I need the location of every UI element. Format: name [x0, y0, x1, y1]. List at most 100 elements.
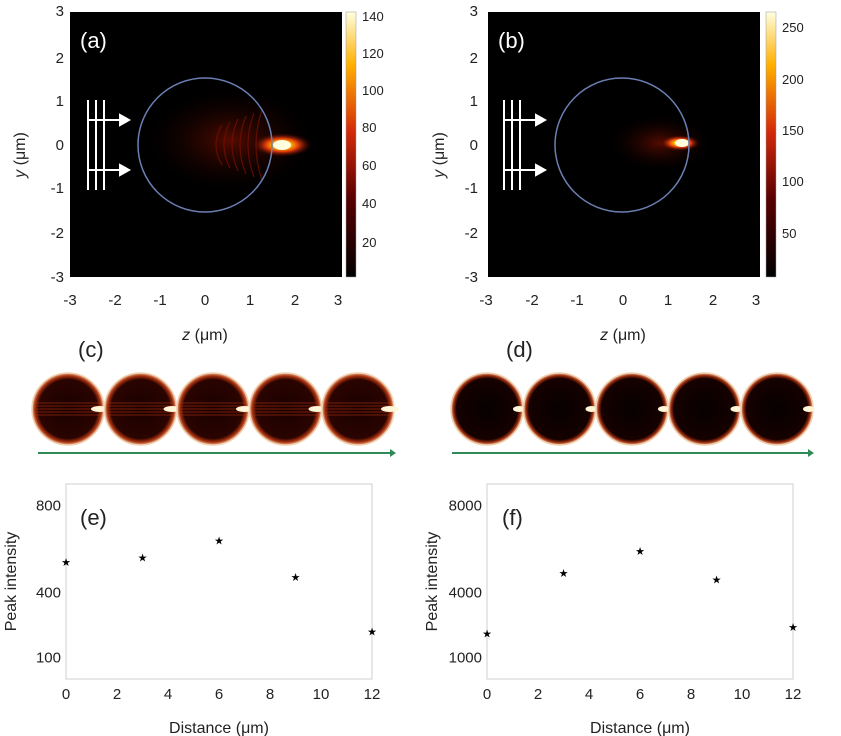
focus-core-b — [675, 139, 689, 147]
x-tick: 12 — [364, 686, 381, 703]
x-axis-label: Distance (μm) — [169, 720, 269, 736]
focal-hotspot — [658, 406, 670, 412]
scatter-plot-e: 0 2 4 6 8 10 12 800 400 100 Distance (μm) Peak inte… — [3, 483, 381, 736]
colorbar-tick: 200 — [782, 72, 804, 87]
x-axis-label: Distance (μm) — [590, 720, 690, 736]
colorbar-tick: 150 — [782, 123, 804, 138]
x-tick: -2 — [525, 292, 538, 309]
x-tick: 4 — [585, 686, 593, 703]
x-tick: -2 — [108, 292, 121, 309]
sphere-outline-a — [137, 77, 273, 213]
x-tick: 6 — [215, 686, 223, 703]
x-tick: 4 — [164, 686, 172, 703]
x-tick: 8 — [266, 686, 274, 703]
x-ticks-b: -3 -2 -1 0 1 2 3 — [479, 292, 760, 309]
chain-sphere — [740, 372, 815, 446]
chain-sphere — [176, 372, 254, 446]
x-tick: 3 — [334, 292, 342, 309]
panel-label-e: (e) — [80, 505, 107, 530]
panel-a: (a) 140 120 100 80 60 40 20 3 2 1 0 -1 -… — [12, 3, 384, 344]
focal-hotspot — [585, 406, 598, 412]
y-ticks-b: 3 2 1 0 -1 -2 -3 — [465, 3, 478, 286]
x-tick: -3 — [63, 292, 76, 309]
plot-frame — [486, 483, 794, 680]
data-point: ★ — [138, 553, 148, 565]
colorbar-tick: 140 — [362, 9, 384, 24]
data-point: ★ — [214, 535, 224, 547]
x-tick: 1 — [664, 292, 672, 309]
data-point: ★ — [635, 546, 645, 558]
colorbar-tick: 80 — [362, 120, 376, 135]
x-tick: 8 — [687, 686, 695, 703]
y-tick: 3 — [470, 3, 478, 20]
y-tick: 4000 — [449, 584, 482, 601]
chain-sphere — [321, 372, 399, 446]
y-axis-label-b: y (μm) — [431, 132, 448, 179]
colorbar-tick: 100 — [782, 174, 804, 189]
y-tick: -2 — [465, 225, 478, 242]
y-tick: 100 — [36, 649, 61, 666]
panel-label-d: (d) — [506, 337, 533, 362]
focal-hotspot — [381, 406, 399, 412]
focal-hotspot — [803, 406, 815, 412]
y-tick: -1 — [465, 180, 478, 197]
y-tick: 1000 — [449, 649, 482, 666]
y-tick: 3 — [56, 3, 64, 20]
x-tick: 0 — [483, 686, 491, 703]
data-point: ★ — [61, 557, 71, 569]
x-tick: 1 — [246, 292, 254, 309]
colorbar-ticks-a: 140 120 100 80 60 40 20 — [362, 9, 384, 250]
chain-sphere — [595, 372, 670, 446]
panel-b: (b) 250 200 150 100 50 3 2 1 0 -1 -2 -3 … — [431, 3, 804, 344]
y-tick: 1 — [470, 93, 478, 110]
y-tick: 0 — [56, 137, 64, 154]
x-tick: 0 — [62, 686, 70, 703]
scatter-plot-f: 0 2 4 6 8 10 12 8000 4000 1000 Distance (μm) Peak i… — [424, 483, 802, 736]
y-tick: 8000 — [449, 498, 482, 515]
incident-arrows-b — [503, 100, 548, 190]
y-tick: 0 — [470, 137, 478, 154]
data-point: ★ — [367, 626, 377, 638]
chain-sphere — [103, 372, 182, 446]
data-point: ★ — [712, 574, 722, 586]
chain-sphere — [522, 372, 598, 446]
data-point: ★ — [559, 568, 569, 580]
panel-label-f: (f) — [502, 505, 523, 530]
propagation-arrowhead-c — [390, 449, 396, 457]
focal-hotspot — [730, 406, 743, 412]
x-axis-label-b: z (μm) — [599, 327, 646, 344]
x-tick: 2 — [534, 686, 542, 703]
panel-label-a: (a) — [80, 28, 107, 53]
colorbar-tick: 120 — [362, 46, 384, 61]
field-halo-a — [140, 85, 320, 195]
x-tick: 2 — [709, 292, 717, 309]
colorbar-tick: 40 — [362, 196, 376, 211]
x-ticks-a: -3 -2 -1 0 1 2 3 — [63, 292, 342, 309]
colorbar-b — [765, 11, 777, 278]
data-point: ★ — [788, 622, 798, 634]
focal-hotspot — [513, 406, 525, 412]
sphere-chain-c — [31, 372, 399, 446]
chain-sphere — [31, 372, 109, 446]
chain-sphere — [667, 372, 743, 446]
y-tick: -1 — [51, 180, 64, 197]
x-tick: 2 — [113, 686, 121, 703]
y-ticks-a: 3 2 1 0 -1 -2 -3 — [51, 3, 64, 286]
colorbar-tick: 250 — [782, 20, 804, 35]
x-axis-label-a: z (μm) — [181, 327, 228, 344]
data-point: ★ — [482, 629, 492, 641]
y-tick: 800 — [36, 498, 61, 515]
sphere-outline-b — [554, 77, 690, 213]
x-tick: 10 — [734, 686, 751, 703]
y-tick: 2 — [470, 50, 478, 67]
x-tick: -3 — [479, 292, 492, 309]
y-tick: 400 — [36, 584, 61, 601]
x-tick: 12 — [785, 686, 802, 703]
y-axis-label-a: y (μm) — [12, 132, 29, 179]
chain-sphere — [248, 372, 327, 446]
focus-core-a — [273, 140, 291, 150]
data-point: ★ — [291, 572, 301, 584]
y-axis-label: Peak intensity — [424, 532, 441, 632]
propagation-arrowhead-d — [808, 449, 814, 457]
colorbar-tick: 60 — [362, 158, 376, 173]
